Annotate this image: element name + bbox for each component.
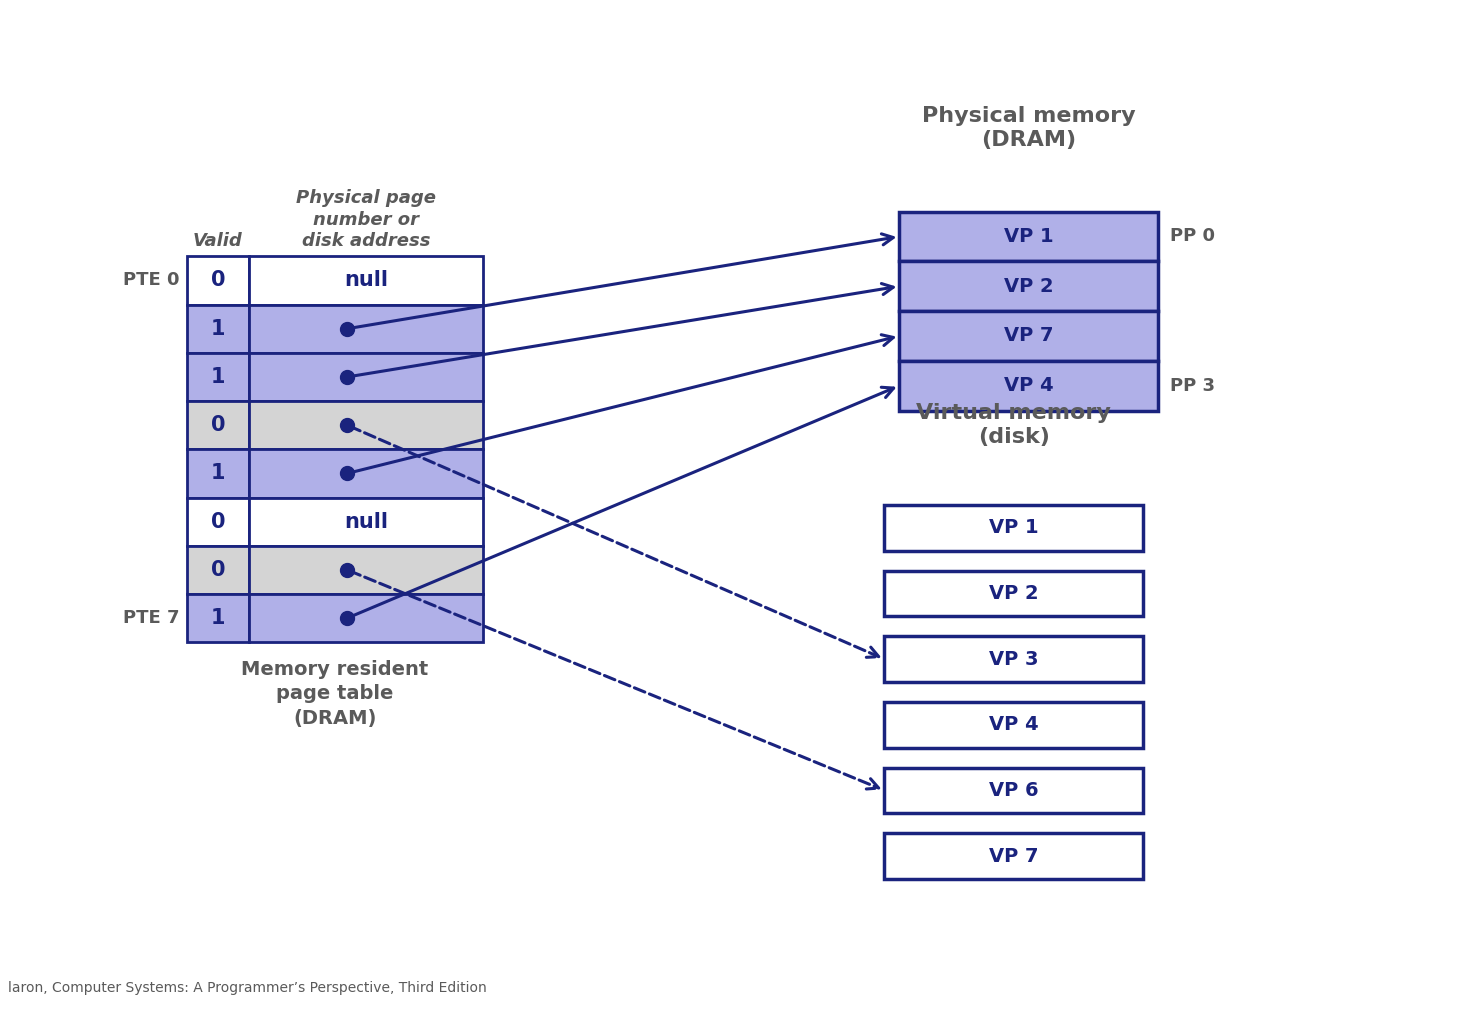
Text: 0: 0: [211, 415, 226, 435]
Text: VP 4: VP 4: [990, 715, 1039, 734]
Text: Memory resident
page table
(DRAM): Memory resident page table (DRAM): [242, 661, 428, 727]
Text: VP 4: VP 4: [1004, 376, 1054, 395]
Text: 0: 0: [211, 271, 226, 291]
Bar: [884, 768, 1143, 813]
Bar: [249, 498, 482, 545]
Text: VP 2: VP 2: [990, 584, 1039, 603]
Text: Valid: Valid: [194, 232, 243, 250]
Text: null: null: [345, 512, 388, 531]
Bar: [188, 449, 249, 498]
Bar: [188, 594, 249, 642]
Bar: [188, 401, 249, 449]
Text: laron, Computer Systems: A Programmer’s Perspective, Third Edition: laron, Computer Systems: A Programmer’s …: [7, 982, 487, 995]
Text: Physical page
number or
disk address: Physical page number or disk address: [296, 190, 435, 250]
Bar: [899, 311, 1158, 361]
Text: PP 0: PP 0: [1170, 227, 1215, 245]
Text: 0: 0: [211, 560, 226, 580]
Bar: [188, 545, 249, 594]
Bar: [249, 594, 482, 642]
Bar: [884, 571, 1143, 616]
Text: PP 3: PP 3: [1170, 377, 1215, 395]
Text: Physical memory
(DRAM): Physical memory (DRAM): [922, 106, 1136, 149]
Text: 1: 1: [211, 464, 226, 484]
Text: VP 2: VP 2: [1004, 277, 1054, 296]
Bar: [188, 498, 249, 545]
Bar: [899, 262, 1158, 311]
Bar: [249, 449, 482, 498]
Bar: [249, 545, 482, 594]
Bar: [249, 257, 482, 305]
Text: 1: 1: [211, 608, 226, 628]
Bar: [249, 352, 482, 401]
Text: VP 1: VP 1: [990, 518, 1039, 537]
Text: PTE 7: PTE 7: [123, 609, 179, 627]
Bar: [884, 636, 1143, 682]
Text: VP 1: VP 1: [1004, 227, 1054, 246]
Text: Virtual memory
(disk): Virtual memory (disk): [916, 403, 1111, 447]
Bar: [188, 352, 249, 401]
Text: VP 6: VP 6: [990, 781, 1039, 800]
Bar: [899, 212, 1158, 262]
Text: VP 3: VP 3: [990, 649, 1039, 669]
Bar: [884, 702, 1143, 747]
Bar: [188, 305, 249, 352]
Text: VP 7: VP 7: [990, 846, 1039, 866]
Bar: [884, 833, 1143, 879]
Text: PTE 0: PTE 0: [123, 272, 179, 290]
Text: 1: 1: [211, 367, 226, 387]
Bar: [899, 361, 1158, 410]
Bar: [249, 305, 482, 352]
Text: 0: 0: [211, 512, 226, 531]
Text: 1: 1: [211, 319, 226, 338]
Bar: [188, 257, 249, 305]
Text: VP 7: VP 7: [1004, 326, 1054, 345]
Text: null: null: [345, 271, 388, 291]
Bar: [249, 401, 482, 449]
Bar: [884, 505, 1143, 550]
